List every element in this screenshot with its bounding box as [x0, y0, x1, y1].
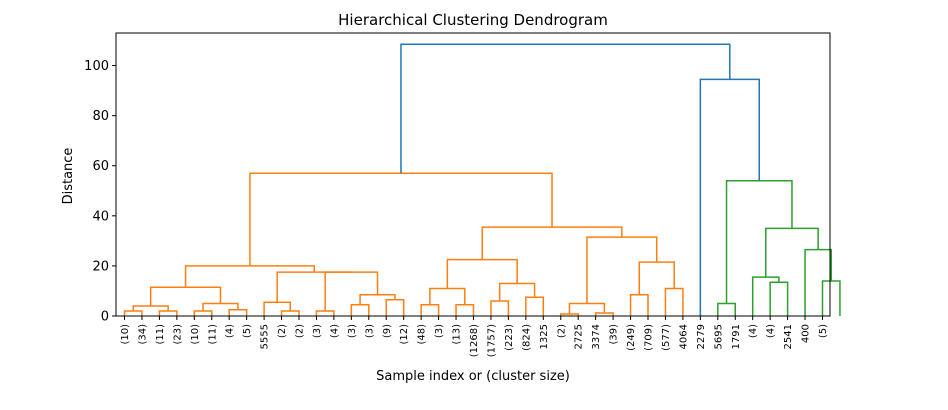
dendrogram-link [420, 303, 440, 316]
x-tick-label: (39) [609, 324, 620, 345]
dendrogram-link [280, 310, 300, 316]
x-tick-label: (10) [190, 324, 201, 345]
dendrogram-link [429, 287, 466, 305]
x-axis-label: Sample index or (cluster size) [376, 369, 570, 384]
x-tick-label: (13) [452, 324, 463, 345]
x-tick-label: 5555 [260, 324, 271, 349]
x-tick-label: (3) [434, 324, 445, 338]
dendrogram-link [123, 310, 143, 316]
x-tick-label: (48) [417, 324, 428, 345]
dendrogram-link [193, 310, 213, 316]
dendrogram-link [594, 312, 614, 316]
x-tick-label: 3374 [591, 324, 602, 349]
dendrogram-link [821, 280, 841, 316]
dendrogram-link [490, 300, 510, 316]
x-axis: (10) (34) (11) (23) (10) (11) (4) (5) 5555 (2) (2)… [120, 316, 829, 357]
y-tick-label: 100 [84, 59, 109, 74]
x-tick-label: (2) [277, 324, 288, 338]
y-tick-label: 80 [92, 109, 109, 124]
x-tick-label: (34) [137, 324, 148, 345]
dendrogram-link [568, 302, 606, 314]
dendrogram-link [263, 301, 292, 316]
dendrogram-link [765, 227, 819, 278]
dendrogram-link [804, 248, 832, 316]
dendrogram-links [123, 43, 841, 316]
dendrogram-link [276, 271, 352, 303]
y-axis-label: Distance [61, 148, 76, 205]
dendrogram-link [664, 287, 684, 316]
x-tick-label: 1325 [539, 324, 550, 349]
y-axis: 0 20 40 60 80 100 [84, 59, 116, 325]
x-tick-label: (3) [347, 324, 358, 338]
x-tick-label: 2541 [783, 324, 794, 349]
plot-frame [115, 32, 831, 317]
y-tick-label: 20 [92, 259, 109, 274]
x-tick-label: (709) [644, 324, 655, 351]
dendrogram-link [249, 172, 553, 266]
x-tick-label: (9) [382, 324, 393, 338]
dendrogram-link [315, 310, 335, 316]
dendrogram-link [525, 296, 545, 316]
y-tick-label: 0 [101, 310, 109, 325]
x-tick-label: (23) [172, 324, 183, 345]
dendrogram-link [769, 281, 789, 316]
x-tick-label: 5695 [713, 324, 724, 349]
x-tick-label: (4) [225, 324, 236, 338]
dendrogram-link [184, 265, 316, 288]
dendrogram-link [202, 302, 239, 311]
x-tick-label: (2) [295, 324, 306, 338]
dendrogram-link [350, 303, 370, 316]
x-tick-label: (1757) [486, 324, 497, 357]
x-tick-label: (4) [748, 324, 759, 338]
y-tick-label: 40 [92, 209, 109, 224]
x-tick-label: (4) [766, 324, 777, 338]
dendrogram-link [717, 302, 736, 316]
dendrogram-link [132, 305, 169, 311]
x-tick-label: (11) [207, 324, 218, 345]
x-tick-label: (3) [312, 324, 323, 338]
dendrogram-link [400, 43, 731, 174]
dendrogram-link [586, 236, 658, 304]
y-tick-label: 60 [92, 159, 109, 174]
x-tick-label: (10) [120, 324, 131, 345]
x-tick-label: (5) [242, 324, 253, 338]
dendrogram-link [455, 303, 475, 316]
x-tick-label: (12) [399, 324, 410, 345]
x-tick-label: (1268) [469, 324, 480, 357]
x-tick-label: (5) [818, 324, 829, 338]
dendrogram-link [158, 310, 178, 316]
dendrogram-link [498, 282, 536, 301]
dendrogram-link [629, 293, 649, 316]
x-tick-label: (2) [556, 324, 567, 338]
x-tick-label: (4) [329, 324, 340, 338]
dendrogram-link [481, 226, 623, 260]
dendrogram-link [228, 308, 248, 316]
x-tick-label: (223) [504, 324, 515, 351]
x-tick-label: 400 [801, 324, 812, 343]
dendrogram-link [751, 276, 780, 316]
chart-title: Hierarchical Clustering Dendrogram [338, 11, 608, 29]
x-tick-label: 4064 [678, 324, 689, 349]
x-tick-label: (11) [155, 324, 166, 345]
x-tick-label: 2725 [574, 324, 585, 349]
x-tick-label: (3) [364, 324, 375, 338]
dendrogram-link [725, 180, 793, 304]
dendrogram-link [638, 261, 675, 295]
dendrogram-link [699, 78, 760, 316]
x-tick-label: (249) [626, 324, 637, 351]
x-tick-label: (824) [521, 324, 532, 351]
x-tick-label: 2279 [696, 324, 707, 349]
x-tick-label: 1791 [731, 324, 742, 349]
x-tick-label: (577) [661, 324, 672, 351]
dendrogram-link [385, 298, 405, 316]
